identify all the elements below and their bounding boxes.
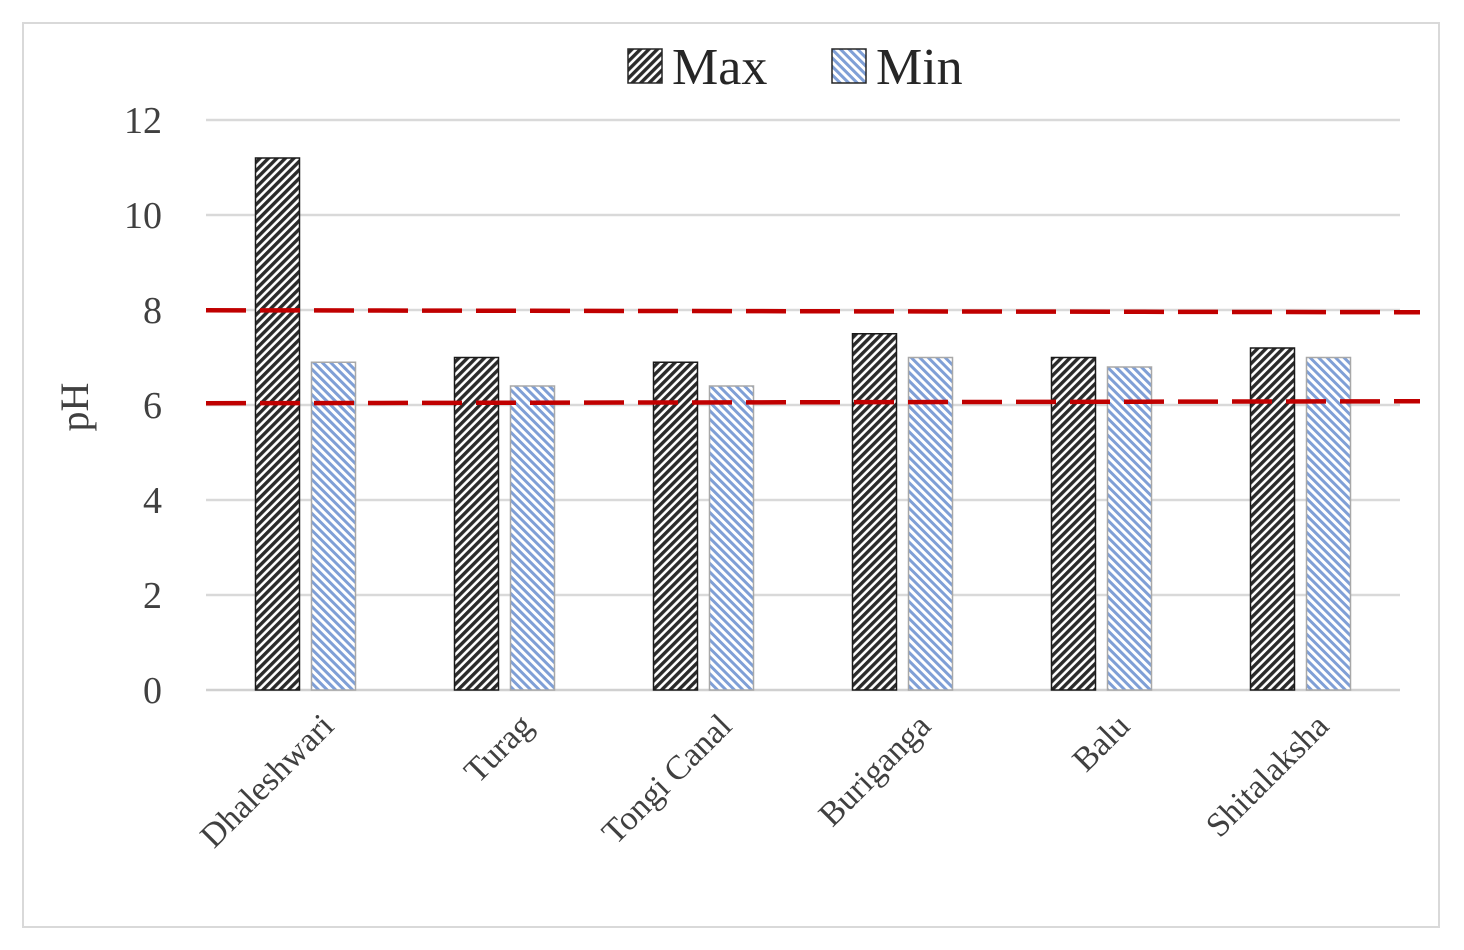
y-tick-label: 2 xyxy=(143,575,162,617)
bar-max-dhaleshwari xyxy=(254,157,301,691)
y-tick-label: 0 xyxy=(143,670,162,712)
x-category-labels: Dhaleshwari Turag Tongi Canal Buriganga Balu… xyxy=(193,707,1336,855)
bar-min-buriganga xyxy=(907,356,954,691)
y-tick-label: 12 xyxy=(124,100,162,142)
bar-min-shitalaksha xyxy=(1305,356,1352,691)
reference-line-6.5 xyxy=(205,399,1421,406)
bars xyxy=(254,157,1352,691)
x-tick-label: Dhaleshwari xyxy=(193,707,341,855)
legend-label-min: Min xyxy=(876,39,963,96)
legend-swatch-min xyxy=(831,48,867,84)
y-tick-labels: 0 2 4 6 8 10 12 xyxy=(124,100,162,712)
bar-max-buriganga xyxy=(851,333,898,691)
bar-max-balu xyxy=(1050,356,1097,691)
bar-min-tongi-canal xyxy=(708,385,755,691)
x-tick-label: Balu xyxy=(1066,707,1138,779)
x-tick-label: Tongi Canal xyxy=(595,707,739,851)
x-tick-label: Buriganga xyxy=(812,707,938,833)
y-tick-label: 4 xyxy=(143,480,162,522)
legend-swatch-max xyxy=(627,48,663,84)
y-tick-label: 8 xyxy=(143,290,162,332)
bar-min-turag xyxy=(509,385,556,691)
y-tick-label: 10 xyxy=(124,195,162,237)
bar-max-shitalaksha xyxy=(1249,347,1296,691)
x-tick-label: Turag xyxy=(457,707,540,790)
bar-max-turag xyxy=(453,356,500,691)
bar-max-tongi-canal xyxy=(652,361,699,691)
y-axis-title: pH xyxy=(52,383,97,432)
bar-min-dhaleshwari xyxy=(310,361,357,691)
legend: Max Min xyxy=(627,39,963,96)
y-tick-label: 6 xyxy=(143,385,162,427)
reference-line-8.5 xyxy=(205,308,1421,315)
bar-min-balu xyxy=(1106,366,1153,691)
legend-label-max: Max xyxy=(672,39,767,96)
x-tick-label: Shitalaksha xyxy=(1199,707,1336,844)
reference-lines xyxy=(205,308,1421,406)
